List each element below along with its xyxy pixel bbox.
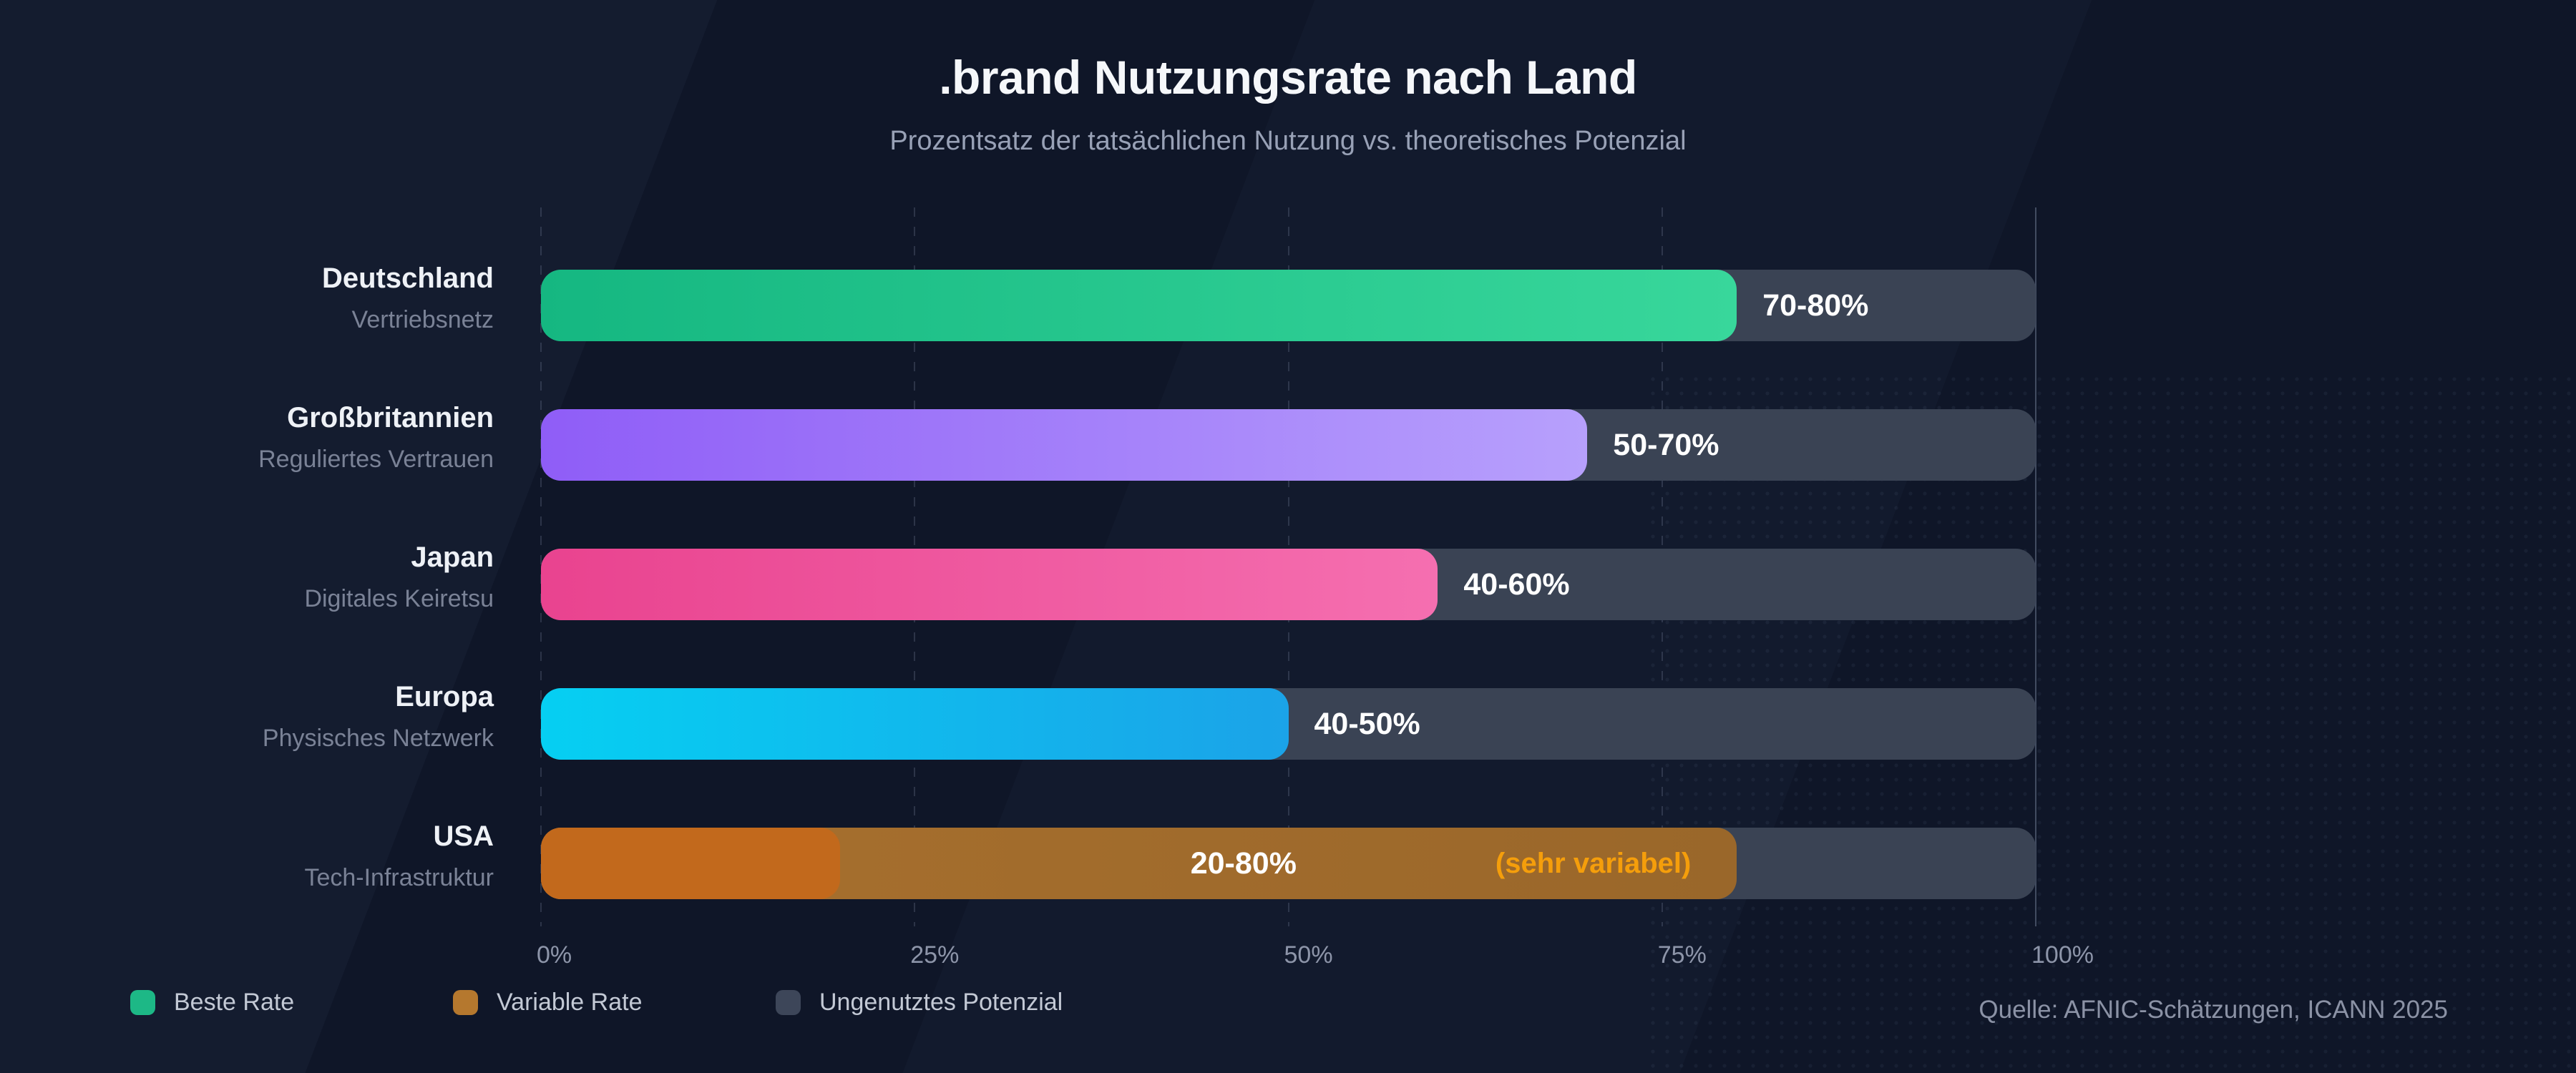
source-note: Quelle: AFNIC-Schätzungen, ICANN 2025 <box>1979 996 2448 1024</box>
country-label: Deutschland <box>321 263 494 294</box>
row-label: USA Tech-Infrastruktur <box>0 819 494 893</box>
bar-fill <box>541 549 1438 620</box>
value-label: 40-60% <box>1463 567 1570 602</box>
descriptor-label: Tech-Infrastruktur <box>304 864 494 891</box>
x-axis-tick-50: 50% <box>1284 941 1333 969</box>
descriptor-label: Reguliertes Vertrauen <box>258 446 494 473</box>
country-label: USA <box>433 820 494 852</box>
bar-row: 70-80% <box>541 270 2036 341</box>
legend-item: Variable Rate <box>453 987 643 1017</box>
bar-fill <box>541 688 1289 760</box>
legend-swatch <box>453 989 478 1015</box>
bar-row: 40-50% <box>541 688 2036 760</box>
legend-swatch <box>130 989 155 1015</box>
plot-area: 70-80% 50-70% 40-60% 40-50% 20-80% (sehr … <box>540 207 2036 926</box>
value-label: 20-80% <box>1190 846 1297 881</box>
country-label: Großbritannien <box>287 402 494 433</box>
row-label: Großbritannien Reguliertes Vertrauen <box>0 401 494 475</box>
bar-row: 50-70% <box>541 409 2036 481</box>
legend-item-label: Variable Rate <box>497 988 643 1016</box>
value-label: 50-70% <box>1613 428 1719 462</box>
value-label: 70-80% <box>1762 288 1869 323</box>
row-label: Europa Physisches Netzwerk <box>0 680 494 754</box>
legend-item: Ungenutztes Potenzial <box>776 987 1063 1017</box>
x-axis-tick-0: 0% <box>537 941 572 969</box>
bar-row: 20-80% (sehr variabel) <box>541 828 2036 899</box>
gridline-100 <box>2035 207 2036 926</box>
bar-row: 40-60% <box>541 549 2036 620</box>
x-axis-tick-100: 100% <box>2031 941 2094 969</box>
row-label: Deutschland Vertriebsnetz <box>0 261 494 335</box>
chart-title: .brand Nutzungsrate nach Land <box>939 51 1637 104</box>
bar-fill-solid-segment <box>541 828 840 899</box>
value-label: 40-50% <box>1314 707 1420 741</box>
x-axis-tick-25: 25% <box>910 941 960 969</box>
descriptor-label: Physisches Netzwerk <box>262 725 494 752</box>
x-axis-tick-75: 75% <box>1657 941 1707 969</box>
country-label: Japan <box>411 542 494 573</box>
legend-item-label: Beste Rate <box>174 988 295 1016</box>
chart-subtitle: Prozentsatz der tatsächlichen Nutzung vs… <box>889 126 1687 156</box>
variability-note-label: (sehr variabel) <box>1495 848 1692 879</box>
row-label: Japan Digitales Keiretsu <box>0 540 494 614</box>
legend-item: Beste Rate <box>130 987 294 1017</box>
bar-fill <box>541 270 1737 341</box>
descriptor-label: Vertriebsnetz <box>351 306 494 333</box>
bar-fill <box>541 409 1588 481</box>
legend-swatch <box>776 989 801 1015</box>
country-label: Europa <box>395 681 494 712</box>
legend-item-label: Ungenutztes Potenzial <box>819 988 1063 1016</box>
descriptor-label: Digitales Keiretsu <box>304 585 494 612</box>
